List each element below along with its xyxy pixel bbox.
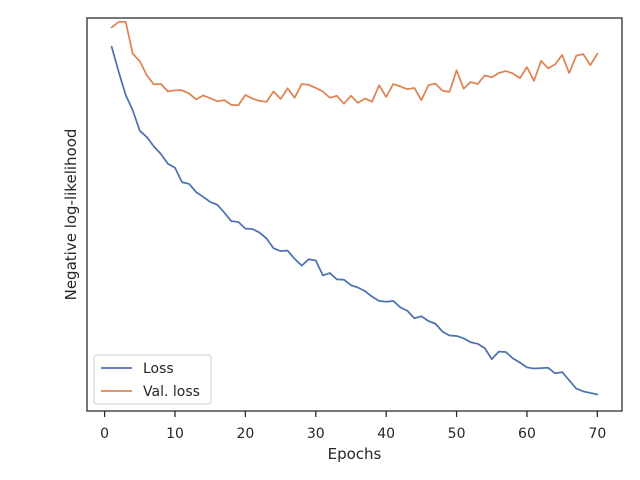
series-line-loss bbox=[110, 45, 599, 396]
x-axis-ticks: 0 10 20 30 40 50 60 70 bbox=[100, 411, 606, 442]
x-tick-label: 0 bbox=[100, 426, 109, 442]
y-axis-label: Negative log-likelihood bbox=[62, 129, 80, 301]
x-tick-label: 50 bbox=[448, 426, 466, 442]
series-line-val-loss bbox=[110, 21, 599, 107]
x-tick-label: 10 bbox=[166, 426, 184, 442]
legend-label-loss: Loss bbox=[143, 361, 174, 377]
x-tick-label: 20 bbox=[236, 426, 254, 442]
legend-label-val-loss: Val. loss bbox=[143, 384, 200, 400]
x-tick-label: 30 bbox=[307, 426, 325, 442]
x-tick-label: 70 bbox=[588, 426, 606, 442]
plot-lines bbox=[110, 21, 599, 396]
legend: Loss Val. loss bbox=[93, 354, 212, 405]
x-tick-label: 60 bbox=[518, 426, 536, 442]
x-axis-label: Epochs bbox=[328, 445, 382, 463]
x-tick-label: 40 bbox=[377, 426, 395, 442]
plot-frame bbox=[86, 17, 623, 412]
